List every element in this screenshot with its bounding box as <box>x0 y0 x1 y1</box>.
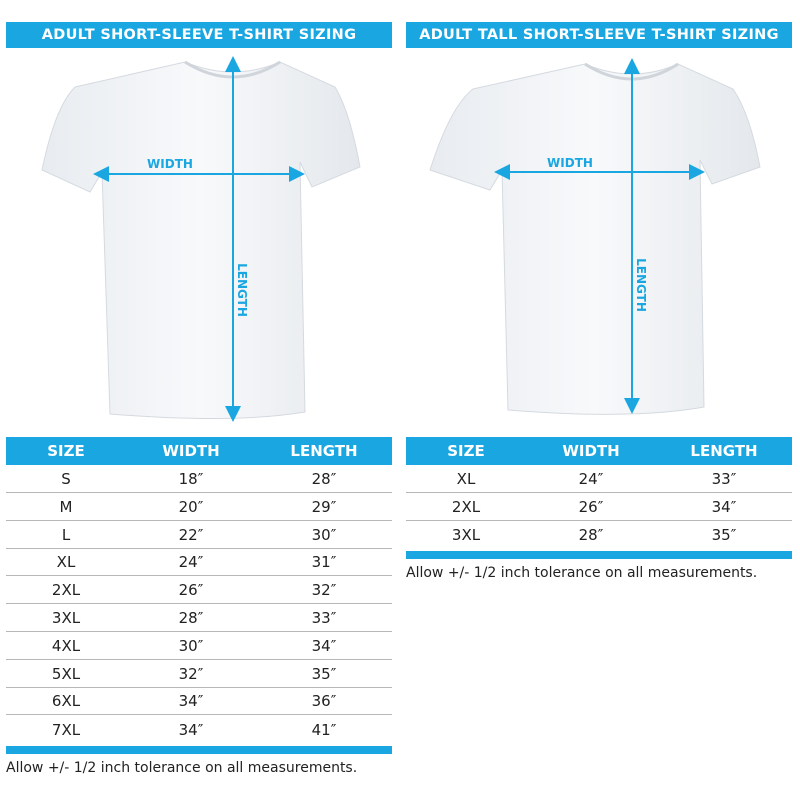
table-row: XL 24″ 33″ <box>406 466 792 493</box>
tshirt-diagram-right: WIDTH LENGTH <box>429 58 761 415</box>
column-header: WIDTH <box>562 442 620 460</box>
length-cell: 34″ <box>311 636 337 655</box>
table-row: 4XL 30″ 34″ <box>6 633 392 660</box>
width-cell: 22″ <box>178 525 204 544</box>
column-header: LENGTH <box>290 442 358 460</box>
width-cell: 28″ <box>578 526 604 545</box>
length-cell: 41″ <box>311 720 337 739</box>
width-label: WIDTH <box>547 156 593 170</box>
length-cell: 35″ <box>711 526 737 545</box>
width-cell: 34″ <box>178 692 204 711</box>
table-row: M 20″ 29″ <box>6 494 392 521</box>
length-cell: 29″ <box>311 497 337 516</box>
width-cell: 32″ <box>178 664 204 683</box>
tshirt-diagram-left: WIDTH LENGTH <box>41 56 361 422</box>
table-row: 3XL 28″ 33″ <box>6 605 392 632</box>
size-cell: XL <box>456 470 476 488</box>
left-chart-title: ADULT SHORT-SLEEVE T-SHIRT SIZING <box>6 22 392 48</box>
tshirt-shape <box>41 61 361 420</box>
width-cell: 20″ <box>178 497 204 516</box>
length-cell: 28″ <box>311 470 337 488</box>
length-cell: 36″ <box>311 692 337 711</box>
length-label: LENGTH <box>235 263 249 317</box>
tshirt-shape <box>429 63 761 415</box>
size-cell: 3XL <box>451 526 481 545</box>
column-header: LENGTH <box>690 442 758 460</box>
width-cell: 24″ <box>578 470 604 488</box>
table-row: 3XL 28″ 35″ <box>406 522 792 549</box>
length-cell: 31″ <box>311 553 337 572</box>
table-row: XL 24″ 31″ <box>6 549 392 577</box>
table-footer-bar <box>6 746 392 754</box>
right-chart-title: ADULT TALL SHORT-SLEEVE T-SHIRT SIZING <box>406 22 792 48</box>
size-cell: 5XL <box>51 664 81 683</box>
width-cell: 28″ <box>178 609 204 627</box>
length-cell: 30″ <box>311 525 337 544</box>
table-row: 7XL 34″ 41″ <box>6 716 392 743</box>
table-row: S 18″ 28″ <box>6 466 392 493</box>
width-cell: 34″ <box>178 720 204 739</box>
table-row: 5XL 32″ 35″ <box>6 661 392 688</box>
size-cell: 3XL <box>51 609 81 627</box>
width-cell: 26″ <box>178 581 204 600</box>
column-header: SIZE <box>47 442 85 460</box>
table-row: 2XL 26″ 32″ <box>6 577 392 605</box>
length-cell: 34″ <box>711 497 737 516</box>
length-cell: 32″ <box>311 581 337 600</box>
width-cell: 24″ <box>178 553 204 572</box>
width-cell: 18″ <box>178 470 204 488</box>
size-cell: S <box>61 470 71 488</box>
table-footer-bar <box>406 551 792 560</box>
left-table-header: SIZE WIDTH LENGTH <box>6 437 392 465</box>
size-cell: XL <box>56 553 76 572</box>
right-table-header: SIZE WIDTH LENGTH <box>406 437 792 465</box>
size-cell: 7XL <box>51 720 81 739</box>
tolerance-note: Allow +/- 1/2 inch tolerance on all meas… <box>6 760 358 776</box>
column-header: WIDTH <box>162 442 220 460</box>
size-cell: 2XL <box>51 581 81 600</box>
width-label: WIDTH <box>147 157 193 171</box>
table-row: 6XL 34″ 36″ <box>6 688 392 716</box>
size-cell: M <box>59 497 73 516</box>
size-cell: 2XL <box>451 497 481 516</box>
width-cell: 30″ <box>178 636 204 655</box>
tolerance-note: Allow +/- 1/2 inch tolerance on all meas… <box>406 565 758 582</box>
table-row: L 22″ 30″ <box>6 522 392 549</box>
length-cell: 33″ <box>311 609 337 627</box>
length-cell: 33″ <box>711 470 737 488</box>
size-cell: 6XL <box>51 692 81 711</box>
size-cell: L <box>61 525 71 544</box>
length-label: LENGTH <box>634 258 648 312</box>
length-cell: 35″ <box>311 664 337 683</box>
table-row: 2XL 26″ 34″ <box>406 494 792 521</box>
width-cell: 26″ <box>578 497 604 516</box>
column-header: SIZE <box>447 442 485 460</box>
size-cell: 4XL <box>51 636 81 655</box>
